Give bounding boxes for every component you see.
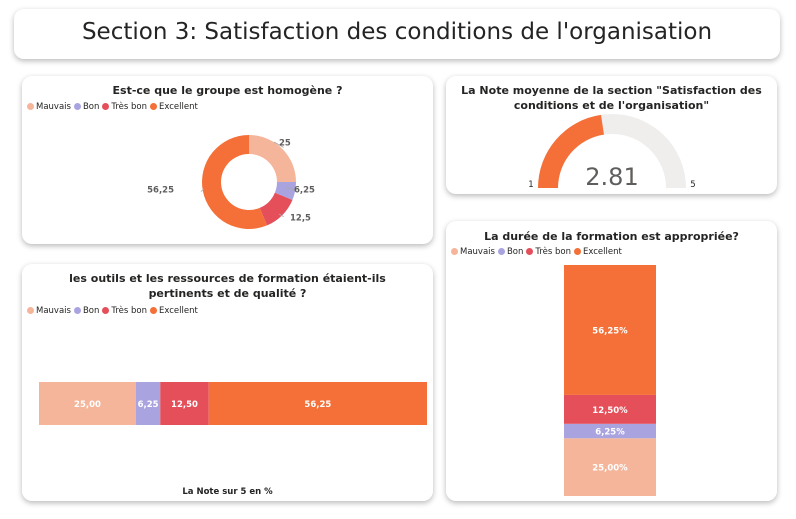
donut-leader-line bbox=[285, 186, 298, 192]
legend-label: Bon bbox=[506, 247, 524, 257]
donut-leader-line bbox=[278, 213, 284, 217]
donut-legend: Mauvais Bon Très bon Excellent bbox=[27, 102, 201, 112]
vbar-segment-mauvais bbox=[564, 438, 656, 496]
donut-data-label: 56,25 bbox=[147, 186, 174, 196]
hbar-segment-mauvais bbox=[39, 382, 136, 425]
tools-bar-chart: 25,00 6,25 12,50 56,25 bbox=[39, 382, 427, 425]
donut-slice-tres-bon bbox=[259, 192, 293, 226]
donut-leader-line bbox=[273, 141, 284, 148]
donut-data-label: 25 bbox=[279, 139, 291, 149]
legend-dot bbox=[27, 102, 34, 110]
tools-bar-xlabel: La Note sur 5 en % bbox=[182, 487, 273, 497]
gauge-value: 2.81 bbox=[585, 163, 638, 191]
legend-item-tres-bon: Très bon bbox=[526, 247, 571, 257]
hbar-data-label: 12,50 bbox=[171, 400, 198, 410]
legend-dot bbox=[102, 306, 110, 314]
legend-label: Mauvais bbox=[36, 306, 71, 316]
legend-dot bbox=[526, 247, 534, 255]
duration-bar-title: La durée de la formation est appropriée? bbox=[484, 230, 739, 243]
legend-dot bbox=[497, 247, 505, 255]
gauge-chart: 2.81 1 5 bbox=[528, 114, 696, 191]
legend-dot bbox=[573, 247, 581, 255]
duration-bar-chart: 25,00% 6,25% 12,50% 56,25% bbox=[564, 265, 656, 496]
legend-dot bbox=[73, 102, 81, 110]
vbar-data-label: 25,00% bbox=[592, 464, 628, 474]
legend-dot bbox=[451, 247, 458, 255]
legend-item-tres-bon: Très bon bbox=[102, 306, 147, 316]
donut-chart-title: Est-ce que le groupe est homogène ? bbox=[112, 84, 343, 97]
donut-slice-excellent bbox=[201, 135, 267, 230]
vbar-segment-excellent bbox=[564, 265, 656, 395]
tools-bar-title: les outils et les ressources de formatio… bbox=[69, 272, 386, 300]
legend-item-mauvais: Mauvais bbox=[451, 247, 495, 257]
legend-dot bbox=[102, 102, 110, 110]
legend-label: Mauvais bbox=[460, 247, 495, 257]
vbar-data-label: 6,25% bbox=[595, 428, 625, 438]
tools-bar-card: les outils et les ressources de formatio… bbox=[22, 264, 433, 501]
vbar-data-label: 12,50% bbox=[592, 406, 628, 416]
hbar-segment-excellent bbox=[208, 382, 427, 425]
donut-slice-mauvais bbox=[249, 135, 296, 182]
page-title-card: Section 3: Satisfaction des conditions d… bbox=[14, 9, 780, 59]
duration-bar-card: La durée de la formation est appropriée?… bbox=[446, 221, 777, 501]
legend-label: Bon bbox=[82, 102, 100, 112]
legend-dot bbox=[149, 306, 157, 314]
legend-item-excellent: Excellent bbox=[149, 306, 198, 316]
legend-item-bon: Bon bbox=[73, 306, 100, 316]
donut-chart: 25 6,25 12,5 56,25 bbox=[147, 135, 315, 230]
hbar-data-label: 56,25 bbox=[304, 400, 331, 410]
legend-label: Mauvais bbox=[36, 102, 71, 112]
legend-item-mauvais: Mauvais bbox=[27, 102, 71, 112]
legend-label: Très bon bbox=[111, 306, 147, 316]
vbar-segment-tres-bon bbox=[564, 394, 656, 424]
donut-leader-line bbox=[200, 188, 205, 192]
gauge-max-label: 5 bbox=[690, 180, 695, 190]
vbar-data-label: 56,25% bbox=[592, 326, 628, 336]
legend-label: Très bon bbox=[111, 102, 147, 112]
donut-slice-bon bbox=[274, 182, 296, 200]
legend-item-bon: Bon bbox=[73, 102, 100, 112]
gauge-value-arc bbox=[538, 114, 604, 188]
legend-label: Très bon bbox=[535, 247, 571, 257]
hbar-data-label: 25,00 bbox=[74, 400, 101, 410]
legend-label: Excellent bbox=[158, 102, 198, 112]
donut-data-label: 12,5 bbox=[290, 214, 311, 224]
legend-label: Bon bbox=[82, 306, 100, 316]
legend-item-excellent: Excellent bbox=[573, 247, 622, 257]
legend-item-mauvais: Mauvais bbox=[27, 306, 71, 316]
page-title: Section 3: Satisfaction des conditions d… bbox=[81, 19, 713, 45]
hbar-segment-tres-bon bbox=[160, 382, 209, 425]
legend-dot bbox=[73, 306, 81, 314]
gauge-min-label: 1 bbox=[528, 180, 533, 190]
legend-dot bbox=[27, 306, 34, 314]
legend-dot bbox=[149, 102, 157, 110]
legend-item-tres-bon: Très bon bbox=[102, 102, 147, 112]
duration-bar-legend: Mauvais Bon Très bon Excellent bbox=[451, 247, 625, 257]
legend-label: Excellent bbox=[158, 306, 198, 316]
legend-label: Excellent bbox=[582, 247, 622, 257]
donut-chart-card: Est-ce que le groupe est homogène ? Mauv… bbox=[22, 76, 433, 244]
hbar-segment-bon bbox=[136, 382, 161, 425]
gauge-title: La Note moyenne de la section "Satisfact… bbox=[461, 84, 762, 112]
gauge-card: La Note moyenne de la section "Satisfact… bbox=[446, 76, 777, 194]
donut-data-label: 6,25 bbox=[294, 186, 315, 196]
hbar-data-label: 6,25 bbox=[138, 400, 159, 410]
tools-bar-legend: Mauvais Bon Très bon Excellent bbox=[27, 306, 201, 316]
vbar-segment-bon bbox=[564, 423, 656, 439]
legend-item-excellent: Excellent bbox=[149, 102, 198, 112]
legend-item-bon: Bon bbox=[497, 247, 524, 257]
